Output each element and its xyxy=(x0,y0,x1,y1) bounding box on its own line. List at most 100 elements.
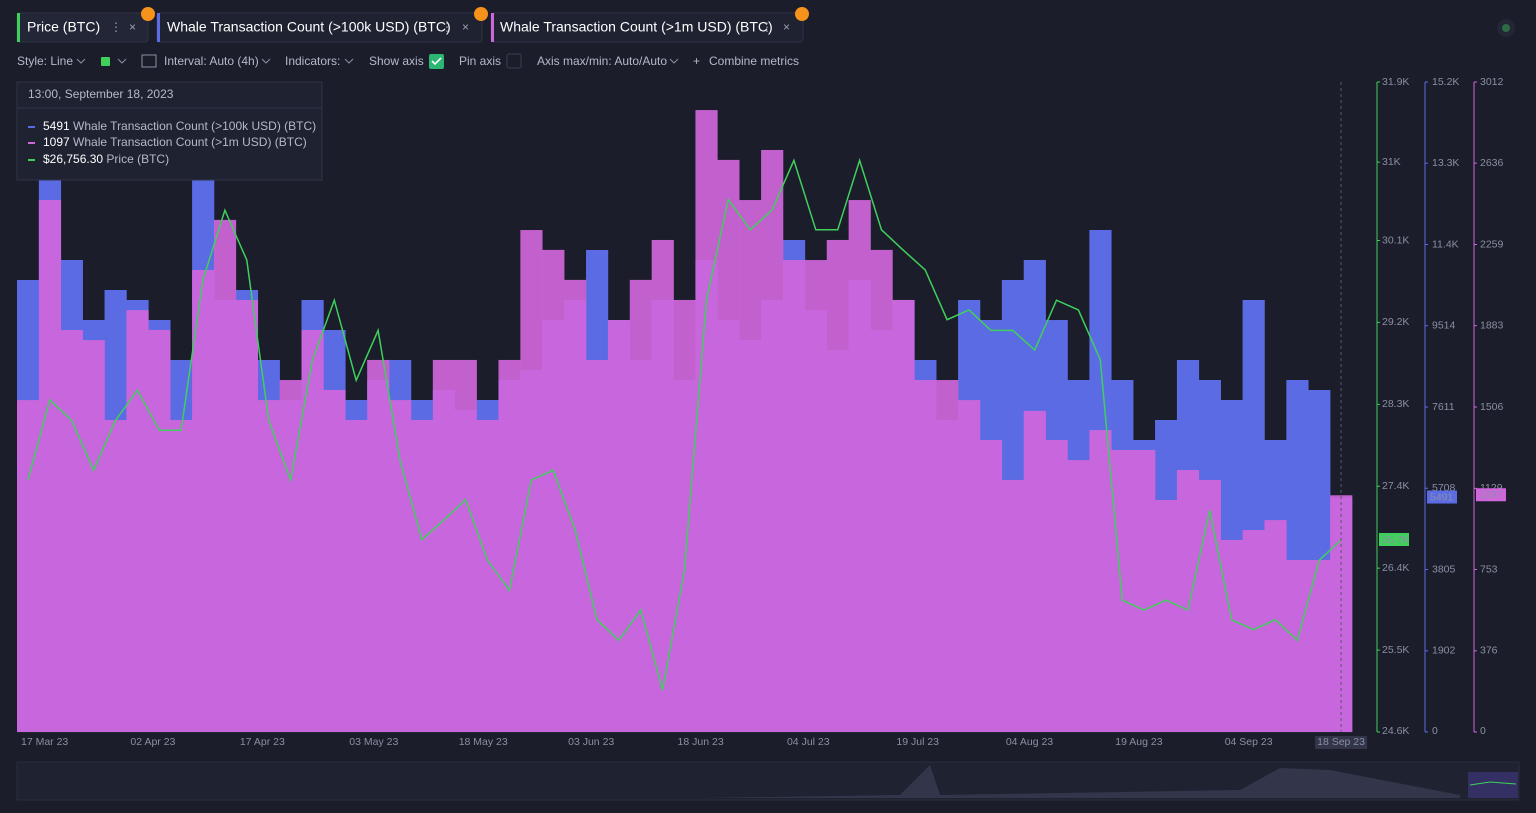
bar xyxy=(323,389,346,732)
bar xyxy=(257,400,280,732)
tab-label[interactable]: Price (BTC) xyxy=(27,19,100,35)
pin-axis[interactable]: Pin axis xyxy=(459,54,501,68)
plus: + xyxy=(693,54,700,68)
bar xyxy=(673,299,696,732)
bar xyxy=(717,159,740,733)
bar xyxy=(651,239,674,732)
tooltip-value: 5491 xyxy=(43,119,70,133)
tab-label[interactable]: Whale Transaction Count (>100k USD) (BTC… xyxy=(167,19,451,35)
bar xyxy=(235,299,259,732)
bar xyxy=(432,359,456,732)
checkbox[interactable] xyxy=(506,53,522,69)
bar xyxy=(739,200,762,732)
bar xyxy=(476,419,499,732)
tooltip-label: Price (BTC) xyxy=(106,152,169,166)
y-tick-label: 24.6K xyxy=(1382,725,1409,737)
tab[interactable]: Whale Transaction Count (>1m USD) (BTC) … xyxy=(490,7,809,43)
tooltip-value: 1097 xyxy=(43,135,70,149)
y-tick-label: 31.9K xyxy=(1382,76,1409,88)
bar xyxy=(1067,460,1090,732)
bar xyxy=(958,400,981,732)
indicators[interactable]: Indicators: xyxy=(285,54,340,68)
bar xyxy=(170,419,193,732)
bar xyxy=(1308,560,1331,732)
tab[interactable]: Price (BTC) ⋮ × xyxy=(16,7,155,43)
tab[interactable]: Whale Transaction Count (>100k USD) (BTC… xyxy=(156,7,488,43)
y-tick-label: 1506 xyxy=(1480,401,1504,413)
y-tick-label: 753 xyxy=(1480,563,1498,575)
tab-label[interactable]: Whale Transaction Count (>1m USD) (BTC) xyxy=(500,19,773,35)
bar xyxy=(804,260,828,732)
style-select[interactable]: Style: Line xyxy=(17,54,73,68)
bar xyxy=(826,239,849,732)
combine-metrics[interactable]: Combine metrics xyxy=(709,54,799,68)
y-tick-label: 2636 xyxy=(1480,157,1504,169)
x-tick-label: 18 Sep 23 xyxy=(1317,736,1365,748)
bar xyxy=(454,359,477,732)
navigator-window[interactable] xyxy=(1468,772,1518,798)
bar xyxy=(1001,479,1025,732)
y-tick-label: 11.4K xyxy=(1432,238,1459,250)
chevron xyxy=(344,58,354,64)
tooltip-value: $26,756.30 xyxy=(43,152,103,166)
bar xyxy=(1264,520,1287,732)
bar xyxy=(1045,440,1068,732)
chevron xyxy=(261,58,271,64)
bar xyxy=(1330,495,1353,732)
bar xyxy=(542,249,565,732)
bar xyxy=(301,329,324,732)
y-tick-label: 2259 xyxy=(1480,238,1504,250)
x-tick-label: 03 Jun 23 xyxy=(568,736,614,748)
axis-maxmin[interactable]: Axis max/min: Auto/Auto xyxy=(537,54,667,68)
close[interactable]: × xyxy=(462,20,469,34)
bar xyxy=(892,299,915,732)
menu-dots[interactable]: ⋮ xyxy=(761,20,773,34)
x-tick-label: 19 Jul 23 xyxy=(896,736,939,748)
interval-icon xyxy=(141,54,157,68)
bar xyxy=(695,110,718,733)
y-tick-label: 13.3K xyxy=(1432,157,1459,169)
tooltip-date: 13:00, September 18, 2023 xyxy=(28,87,174,101)
interval-select[interactable]: Interval: Auto (4h) xyxy=(164,54,259,68)
y-tick-label: 15.2K xyxy=(1432,76,1459,88)
bar xyxy=(17,400,40,732)
bar xyxy=(848,200,871,732)
y-tick-label: 31K xyxy=(1382,156,1401,168)
close[interactable]: × xyxy=(783,20,790,34)
y-tick-label: 0 xyxy=(1480,725,1486,737)
bar xyxy=(761,149,784,732)
tooltip-row: 1097 Whale Transaction Count (>1m USD) (… xyxy=(43,135,307,149)
x-tick-label: 19 Aug 23 xyxy=(1115,736,1162,748)
menu-dots[interactable]: ⋮ xyxy=(441,20,453,34)
show-axis[interactable]: Show axis xyxy=(369,54,424,68)
bar xyxy=(936,380,959,732)
y-tick-label: 25.5K xyxy=(1382,644,1409,656)
navigator-silhouette xyxy=(700,765,1460,798)
bar xyxy=(410,419,434,732)
bar xyxy=(564,279,587,732)
plot: 24.6K 25.5K 26.4K 27.4K 28.3K 29.2K 30.1K 31K 31… xyxy=(17,76,1506,749)
y-tick-label: 27.4K xyxy=(1382,480,1409,492)
y-tick-label: 30.1K xyxy=(1382,234,1409,246)
bar xyxy=(104,419,127,732)
value-badge-label: 1097 xyxy=(1479,489,1503,501)
bar xyxy=(148,329,171,732)
bar xyxy=(1133,449,1156,732)
check xyxy=(431,57,442,66)
x-tick-label: 03 May 23 xyxy=(349,736,398,748)
bar xyxy=(782,260,806,732)
close[interactable]: × xyxy=(129,20,136,34)
bar xyxy=(914,380,937,732)
tooltip-label: Whale Transaction Count (>1m USD) (BTC) xyxy=(73,135,307,149)
x-tick-label: 04 Jul 23 xyxy=(787,736,830,748)
menu-dots[interactable]: ⋮ xyxy=(110,20,122,34)
color-picker[interactable] xyxy=(101,57,110,66)
navigator-line xyxy=(1469,781,1517,786)
bar xyxy=(60,329,83,732)
x-tick-label: 02 Apr 23 xyxy=(130,736,175,748)
y-tick-label: 9514 xyxy=(1432,320,1456,332)
bar xyxy=(192,269,215,732)
bar xyxy=(213,219,237,732)
